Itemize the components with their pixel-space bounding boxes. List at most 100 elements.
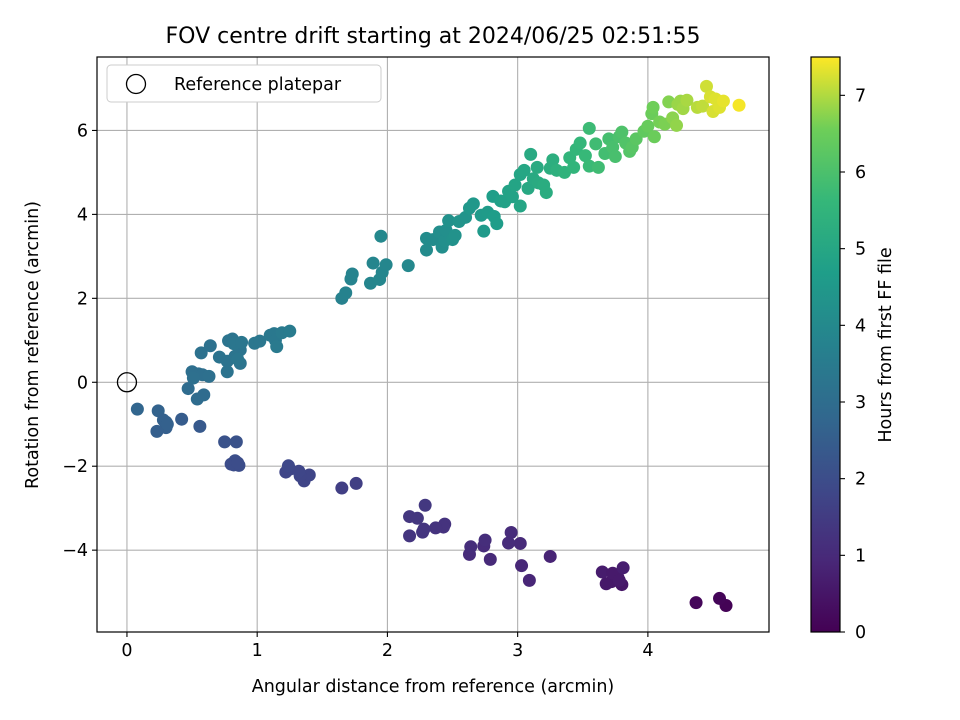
y-axis-ticks: −4 −2 0 2 4 6 bbox=[62, 121, 97, 561]
data-point bbox=[403, 529, 417, 543]
y-axis-label: Rotation from reference (arcmin) bbox=[23, 201, 43, 489]
colorbar-tick-label: 3 bbox=[855, 393, 866, 413]
data-point bbox=[335, 481, 349, 495]
data-point bbox=[490, 217, 504, 231]
colorbar-tick-label: 7 bbox=[855, 86, 866, 106]
data-point bbox=[591, 160, 605, 174]
data-point bbox=[608, 149, 622, 163]
data-point bbox=[401, 259, 415, 273]
data-point bbox=[194, 346, 208, 360]
colorbar-tick-label: 2 bbox=[855, 470, 866, 490]
data-point bbox=[235, 335, 249, 349]
data-point bbox=[578, 149, 592, 163]
data-point bbox=[513, 536, 527, 550]
data-point bbox=[699, 79, 713, 93]
scatter-points bbox=[130, 79, 746, 613]
data-point bbox=[231, 352, 245, 366]
data-point bbox=[417, 522, 431, 536]
data-point bbox=[429, 521, 443, 535]
x-tick-label: 3 bbox=[512, 641, 523, 661]
data-point bbox=[379, 258, 393, 272]
data-point bbox=[220, 365, 234, 379]
data-point bbox=[615, 125, 629, 139]
colorbar bbox=[810, 56, 841, 633]
data-point bbox=[197, 388, 211, 402]
data-point bbox=[567, 160, 581, 174]
x-tick-label: 2 bbox=[382, 641, 393, 661]
plot-frame bbox=[96, 56, 770, 633]
chart-title: FOV centre drift starting at 2024/06/25 … bbox=[166, 24, 701, 49]
data-point bbox=[160, 417, 174, 431]
data-point bbox=[218, 435, 232, 449]
data-point bbox=[130, 402, 144, 416]
data-point bbox=[582, 121, 596, 135]
data-point bbox=[647, 130, 661, 144]
reference-marker bbox=[116, 372, 138, 393]
colorbar-tick-label: 0 bbox=[855, 623, 866, 643]
data-point bbox=[515, 559, 529, 573]
colorbar-tick-label: 4 bbox=[855, 316, 866, 336]
data-point bbox=[530, 160, 544, 174]
legend: Reference platepar bbox=[106, 64, 382, 103]
y-tick-label: 4 bbox=[77, 205, 88, 225]
data-point bbox=[349, 476, 363, 490]
data-point bbox=[508, 178, 522, 192]
data-point bbox=[517, 163, 531, 177]
x-axis-label: Angular distance from reference (arcmin) bbox=[252, 677, 615, 697]
legend-box bbox=[106, 64, 382, 103]
data-point bbox=[502, 536, 516, 550]
y-tick-label: −4 bbox=[62, 541, 88, 561]
data-point bbox=[477, 224, 491, 238]
data-point bbox=[732, 98, 746, 112]
data-point bbox=[646, 100, 660, 114]
data-point bbox=[670, 118, 684, 132]
plot-area bbox=[97, 57, 769, 632]
data-point bbox=[599, 577, 613, 591]
data-point bbox=[283, 324, 297, 338]
data-point bbox=[231, 456, 245, 470]
grid-lines bbox=[97, 57, 769, 632]
data-point bbox=[612, 573, 626, 587]
data-point bbox=[253, 334, 267, 348]
data-point bbox=[442, 214, 456, 228]
data-point bbox=[150, 424, 164, 438]
data-point bbox=[203, 339, 217, 353]
data-point bbox=[513, 199, 527, 213]
x-tick-label: 0 bbox=[121, 641, 132, 661]
data-point bbox=[418, 498, 432, 512]
data-point bbox=[181, 382, 195, 396]
data-point bbox=[186, 371, 200, 385]
data-point bbox=[595, 565, 609, 579]
legend-label: Reference platepar bbox=[174, 75, 342, 95]
data-point bbox=[281, 459, 295, 473]
data-point bbox=[464, 540, 478, 554]
data-point bbox=[270, 340, 284, 354]
data-point bbox=[466, 197, 480, 211]
y-tick-label: 6 bbox=[77, 121, 88, 141]
data-point bbox=[680, 93, 694, 107]
data-point bbox=[522, 573, 536, 587]
legend-marker bbox=[125, 73, 147, 95]
data-point bbox=[175, 412, 189, 426]
x-tick-label: 4 bbox=[642, 641, 653, 661]
data-point bbox=[713, 591, 727, 605]
data-point bbox=[539, 186, 553, 200]
data-point bbox=[504, 526, 518, 540]
data-point bbox=[374, 229, 388, 243]
data-point bbox=[478, 533, 492, 547]
y-tick-label: 2 bbox=[77, 289, 88, 309]
data-point bbox=[589, 137, 603, 151]
data-point bbox=[716, 94, 730, 108]
data-point bbox=[229, 435, 243, 449]
colorbar-tick-label: 1 bbox=[855, 546, 866, 566]
data-point bbox=[521, 181, 535, 195]
data-point bbox=[505, 190, 519, 204]
data-point bbox=[543, 549, 557, 563]
data-point bbox=[193, 419, 207, 433]
data-point bbox=[366, 256, 380, 270]
data-point bbox=[546, 153, 560, 167]
data-point bbox=[345, 267, 359, 281]
colorbar-ticks: 0 1 2 3 4 5 6 7 bbox=[840, 86, 866, 643]
data-point bbox=[524, 147, 538, 161]
